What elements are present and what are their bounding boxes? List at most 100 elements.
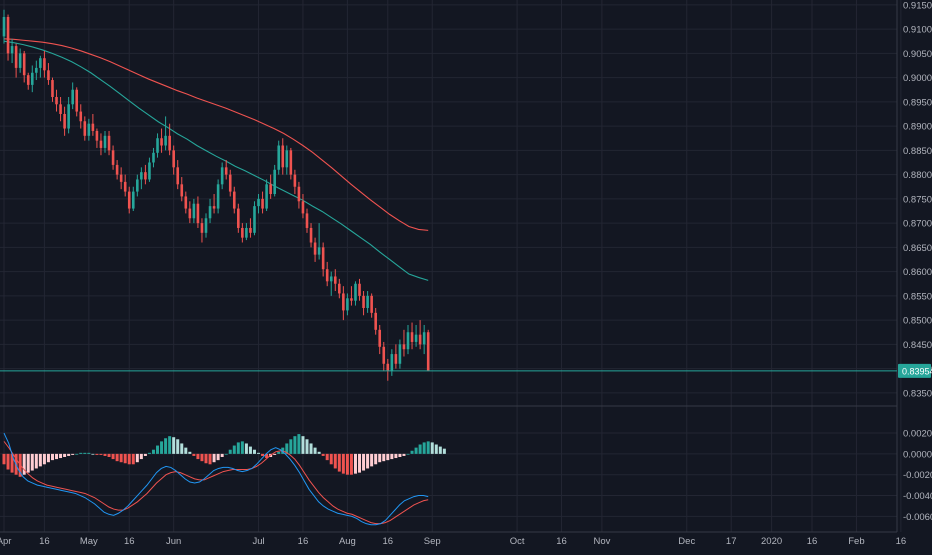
candle xyxy=(342,286,345,321)
macd-line xyxy=(3,432,429,526)
macd-histogram-bar xyxy=(135,453,139,463)
candle xyxy=(47,63,50,85)
macd-histogram-bar xyxy=(216,453,220,461)
candle-body xyxy=(188,208,192,219)
candle-body xyxy=(22,53,26,76)
candle xyxy=(123,174,127,197)
candle xyxy=(67,97,70,134)
macd-histogram-bar xyxy=(164,438,168,454)
macd-histogram-bar xyxy=(313,447,317,454)
candle-body xyxy=(398,344,402,364)
candle-body xyxy=(127,191,131,209)
candle xyxy=(140,167,143,190)
candle-body xyxy=(301,201,305,214)
candle-body xyxy=(168,135,171,151)
candle xyxy=(325,261,329,287)
candle-body xyxy=(249,227,252,233)
candle-body xyxy=(152,152,155,163)
macd-signal-line xyxy=(3,441,429,525)
macd-histogram-bar xyxy=(172,437,176,454)
macd-histogram-bar xyxy=(139,453,143,460)
macd-histogram-bar xyxy=(91,453,95,455)
candle-body xyxy=(273,169,276,195)
macd-indicator[interactable] xyxy=(2,432,446,526)
time-tick-label: Oct xyxy=(510,536,525,547)
macd-tick-label: -0.00600 xyxy=(903,512,932,523)
candle xyxy=(386,358,390,381)
macd-tick-label: 0.00000 xyxy=(903,449,932,460)
candle-body xyxy=(293,174,297,187)
candle xyxy=(261,191,264,214)
candle xyxy=(63,106,66,136)
candle-body xyxy=(390,354,394,372)
macd-tick-label: -0.00400 xyxy=(903,491,932,502)
macd-histogram-bar xyxy=(418,444,422,454)
candle-body xyxy=(200,223,204,233)
time-tick-label: May xyxy=(80,536,98,547)
macd-histogram-bar xyxy=(370,453,374,467)
candle xyxy=(176,160,180,190)
macd-histogram-bar xyxy=(46,453,50,463)
candle-body xyxy=(232,191,236,209)
macd-histogram-bar xyxy=(103,453,107,456)
candle xyxy=(212,194,216,214)
candle xyxy=(309,223,313,248)
macd-histogram-bar xyxy=(434,444,438,454)
macd-histogram-bar xyxy=(38,453,42,467)
candle xyxy=(402,329,406,357)
time-tick-label: Nov xyxy=(593,536,610,547)
macd-histogram-bar xyxy=(289,439,293,454)
macd-histogram-bar xyxy=(107,453,111,457)
candle xyxy=(43,50,46,78)
candle-body xyxy=(370,295,373,313)
time-tick-label: Aug xyxy=(339,536,356,547)
candle xyxy=(426,329,430,372)
time-tick-label: Sep xyxy=(424,536,441,547)
candle xyxy=(289,147,293,180)
macd-histogram-bar xyxy=(160,441,164,454)
candle xyxy=(111,145,115,170)
candle xyxy=(224,160,228,180)
candle xyxy=(99,133,103,156)
candle xyxy=(200,218,204,243)
macd-histogram-bar xyxy=(30,453,34,471)
macd-histogram-bar xyxy=(123,453,127,464)
macd-histogram-bar xyxy=(362,453,366,471)
candle-body xyxy=(237,208,240,228)
candle-body xyxy=(220,167,224,185)
macd-histogram-bar xyxy=(325,453,329,461)
candle xyxy=(22,50,26,83)
candle-body xyxy=(406,332,410,350)
candle xyxy=(180,177,184,202)
macd-histogram-bar xyxy=(184,447,188,454)
candle-body xyxy=(59,104,62,114)
macd-histogram-bar xyxy=(305,439,309,454)
macd-histogram-bar xyxy=(75,453,79,455)
candle xyxy=(281,138,285,175)
macd-histogram-bar xyxy=(79,452,83,454)
candle-body xyxy=(192,203,196,219)
candle-body xyxy=(196,203,200,224)
candle xyxy=(241,223,244,243)
macd-histogram-bar xyxy=(337,453,341,472)
candle-body xyxy=(204,218,208,233)
macd-histogram-bar xyxy=(42,453,46,465)
candle-body xyxy=(144,172,147,180)
candlesticks[interactable] xyxy=(2,9,430,381)
candle-body xyxy=(317,247,321,255)
candle xyxy=(2,9,6,44)
candle xyxy=(184,191,188,214)
macd-histogram-bar xyxy=(386,453,390,461)
macd-histogram-bar xyxy=(394,453,398,459)
macd-histogram-bar xyxy=(63,453,67,457)
candle-body xyxy=(26,75,30,85)
candle xyxy=(329,271,333,296)
candle-body xyxy=(241,227,244,238)
candle-body xyxy=(265,184,268,209)
candle-body xyxy=(18,53,22,68)
